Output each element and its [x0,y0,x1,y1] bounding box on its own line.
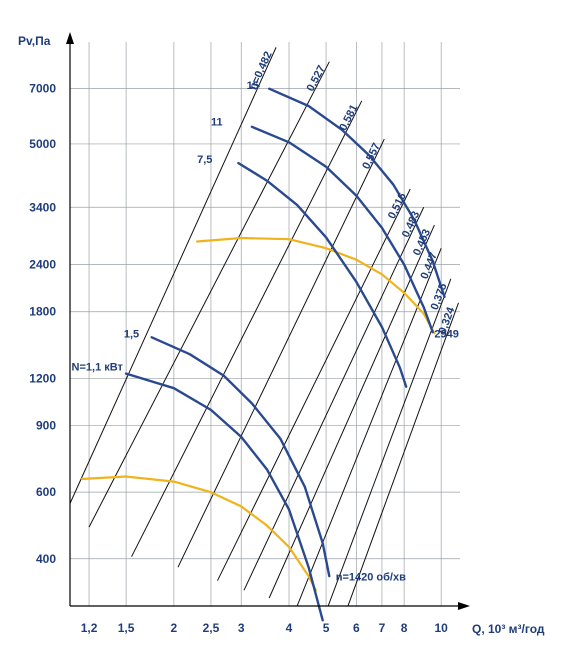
efficiency-line [70,47,277,504]
x-tick-label: 2 [171,621,178,635]
x-axis-title: Q, 10³ м³/год [472,622,545,636]
power-curve [124,372,324,622]
power-curve-label: 11 [211,116,223,128]
y-tick-label: 7000 [29,82,56,96]
efficiency-line [243,207,425,591]
y-tick-label: 1200 [29,371,56,385]
y-tick-label: 900 [36,419,56,433]
axes [66,32,470,610]
fan-curve-label: 2949 [434,328,458,340]
fan-curve [80,475,317,592]
x-tick-label: 10 [434,621,448,635]
efficiency-line [88,61,330,528]
fan-curve [196,236,436,335]
y-axis-arrow [66,32,74,44]
x-tick-label: 1,2 [81,621,98,635]
y-tick-label: 2400 [29,257,56,271]
x-tick-label: 8 [401,621,408,635]
x-axis-arrow [458,602,470,610]
efficiency-line [347,302,459,606]
efficiency-label: 0,581 [337,103,360,133]
x-tick-label: 2,5 [203,621,220,635]
power-curve [237,161,408,388]
fan-curves [80,236,436,592]
y-axis-title: Pv,Па [18,34,51,48]
power-curve-label: 1,5 [124,328,139,340]
x-tick-label: 7 [379,621,386,635]
y-tick-label: 600 [36,485,56,499]
curve-labels: η=0,482 0,5270,5810,5570,5160,4830,4530,4… [72,50,459,584]
tick-labels: 1,2 1,5 2 2,5 3 4 5 6 7 8 10 400 600 900 1200 1800 2400 3… [29,82,448,635]
efficiency-line [217,188,411,581]
x-tick-label: 5 [323,621,330,635]
power-curves [124,87,446,622]
power-curve-label: 7,5 [197,154,212,166]
power-curve-label: N=1,1 кВт [72,361,124,373]
x-tick-label: 1,5 [118,621,135,635]
y-tick-label: 3400 [29,200,56,214]
grid [70,42,460,606]
x-tick-label: 4 [286,621,293,635]
power-curve [150,336,331,578]
power-curve [250,125,434,334]
efficiency-line [296,248,442,606]
y-tick-label: 400 [36,552,56,566]
y-tick-label: 1800 [29,305,56,319]
fan-curve-label: n=1420 об/хв [336,572,406,584]
x-tick-label: 6 [353,621,360,635]
x-tick-label: 3 [238,621,245,635]
efficiency-line [327,278,452,606]
y-tick-label: 5000 [29,137,56,151]
power-curve [268,87,446,299]
efficiency-line [177,138,385,568]
power-curve-label: 15 [247,80,259,92]
